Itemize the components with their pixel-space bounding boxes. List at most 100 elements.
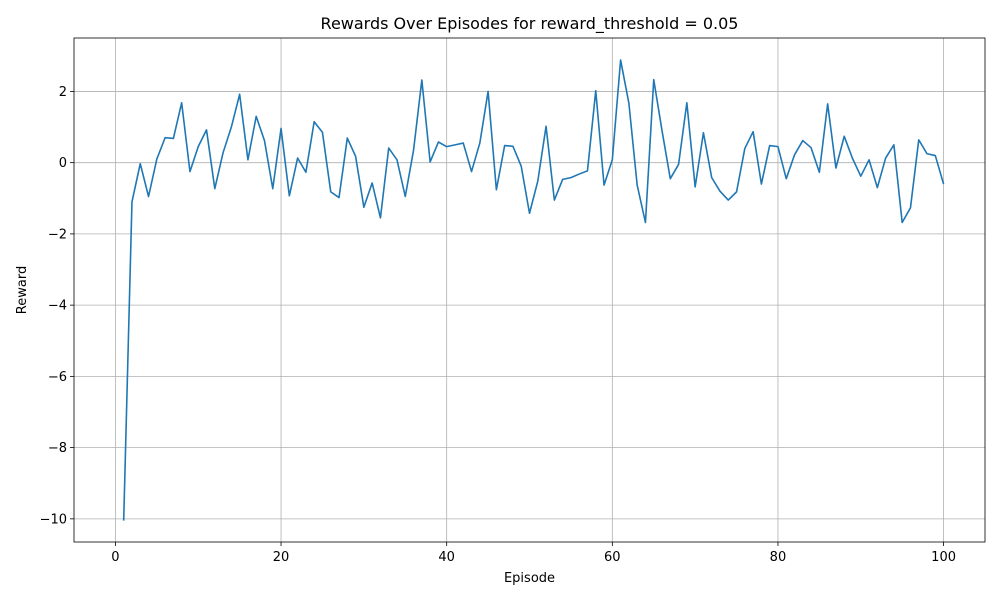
data-point (429, 161, 432, 164)
x-tick-label: 0 (111, 550, 119, 565)
series-layer (122, 59, 945, 522)
data-point (536, 180, 539, 183)
data-point (180, 101, 183, 104)
data-point (213, 187, 216, 190)
data-point (487, 90, 490, 93)
data-point (338, 196, 341, 199)
data-point (280, 127, 283, 130)
y-tick-label: 2 (59, 85, 67, 100)
data-point (495, 188, 498, 191)
data-point (570, 176, 573, 179)
y-tick-label: −8 (48, 441, 67, 456)
y-axis-label: Reward (15, 266, 30, 314)
data-point (694, 185, 697, 188)
data-point (644, 221, 647, 224)
data-point (528, 212, 531, 215)
data-point (379, 216, 382, 219)
data-point (164, 136, 167, 139)
data-point (454, 143, 457, 146)
data-point (346, 137, 349, 140)
data-point (801, 139, 804, 142)
data-point (934, 154, 937, 157)
data-point (131, 200, 134, 203)
data-point (412, 149, 415, 152)
data-point (768, 144, 771, 147)
x-tick-label: 100 (931, 550, 956, 565)
data-point (321, 131, 324, 134)
y-tick-label: −4 (48, 299, 67, 314)
data-point (147, 195, 150, 198)
data-point (735, 190, 738, 193)
x-tick-label: 60 (604, 550, 621, 565)
data-point (760, 183, 763, 186)
data-point (743, 147, 746, 150)
data-point (437, 141, 440, 144)
data-point (677, 163, 680, 166)
data-point (685, 101, 688, 104)
y-axis: −10 −8 −6 −4 −2 0 2 (40, 85, 74, 527)
data-point (884, 157, 887, 160)
data-point (155, 158, 158, 161)
data-point (818, 171, 821, 174)
data-point (362, 206, 365, 209)
data-point (238, 93, 241, 96)
data-point (603, 184, 606, 187)
data-point (594, 89, 597, 92)
data-point (627, 102, 630, 105)
x-tick-label: 20 (273, 550, 290, 565)
data-point (909, 207, 912, 210)
data-point (313, 120, 316, 123)
data-point (371, 182, 374, 185)
data-point (520, 165, 523, 168)
data-point (810, 146, 813, 149)
grid (74, 38, 985, 542)
data-point (785, 177, 788, 180)
data-point (247, 158, 250, 161)
x-axis: 0 20 40 60 80 100 (111, 542, 956, 565)
data-point (611, 158, 614, 161)
data-point (404, 195, 407, 198)
data-point (396, 158, 399, 161)
data-point (354, 155, 357, 158)
data-point (503, 144, 506, 147)
data-point (205, 129, 208, 132)
data-point (719, 190, 722, 193)
data-point (702, 131, 705, 134)
data-point (122, 519, 125, 522)
data-point (263, 139, 266, 142)
data-point (296, 157, 299, 160)
data-point (255, 115, 258, 118)
data-point (942, 183, 945, 186)
data-point (793, 153, 796, 156)
data-point (470, 170, 473, 173)
data-point (478, 142, 481, 145)
data-point (727, 199, 730, 202)
data-point (901, 221, 904, 224)
y-tick-label: −6 (48, 370, 67, 385)
data-point (329, 190, 332, 193)
x-axis-label: Episode (504, 571, 555, 586)
data-point (197, 145, 200, 148)
series-line-0 (122, 59, 945, 521)
data-point (868, 158, 871, 161)
data-point (636, 184, 639, 187)
chart-title: Rewards Over Episodes for reward_thresho… (321, 14, 739, 34)
data-point (661, 129, 664, 132)
x-tick-label: 80 (770, 550, 787, 565)
data-point (230, 126, 233, 129)
plot-frame (73, 37, 986, 543)
data-point (271, 187, 274, 190)
data-point (304, 171, 307, 174)
data-point (139, 162, 142, 165)
data-point (926, 152, 929, 155)
y-tick-label: −2 (48, 227, 67, 242)
data-point (851, 157, 854, 160)
data-point (462, 142, 465, 145)
data-point (222, 151, 225, 154)
data-point (752, 130, 755, 133)
data-point (843, 135, 846, 138)
data-point (172, 137, 175, 140)
data-point (553, 199, 556, 202)
y-tick-label: −10 (40, 512, 67, 527)
